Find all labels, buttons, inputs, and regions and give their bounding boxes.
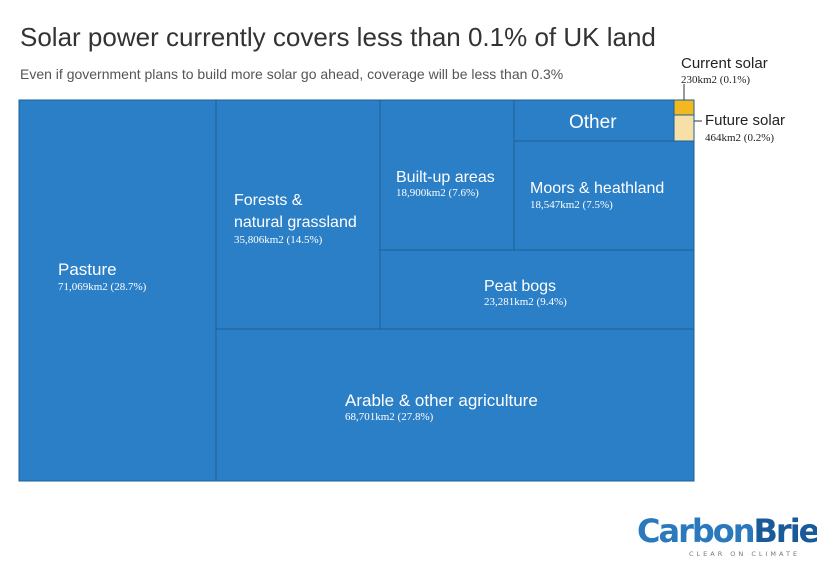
tile-label-forests-and-natural-grassland-line2: natural grassland (234, 214, 357, 231)
logo-part1: Carbon (637, 512, 756, 550)
future-solar-value: 464km2 (0.2%) (705, 132, 774, 144)
current-solar-label: Current solar (681, 55, 768, 72)
tile-label-moors-and-heathland: Moors & heathland (530, 180, 664, 197)
tile-label-forests-and-natural-grassland-line1: Forests & (234, 192, 303, 209)
carbon-brief-logo: CarbonBrief CLEAR ON CLIMATE (637, 515, 817, 558)
tile-label-built-up-areas: Built-up areas (396, 169, 495, 186)
tile-built-up-areas (379, 99, 515, 251)
tile-pasture (18, 99, 217, 482)
tile-label-other: Other (569, 112, 617, 133)
tile-arable-and-other-agriculture (215, 328, 695, 482)
tile-label-arable-and-other-agriculture: Arable & other agriculture (345, 391, 538, 410)
tile-moors-and-heathland (513, 140, 695, 251)
tile-future-solar (673, 114, 695, 142)
tile-current-solar (673, 99, 695, 116)
current-solar-value: 230km2 (0.1%) (681, 74, 750, 86)
tile-value-moors-and-heathland: 18,547km2 (7.5%) (530, 199, 613, 211)
tile-value-arable-and-other-agriculture: 68,701km2 (27.8%) (345, 411, 434, 423)
tile-label-pasture: Pasture (58, 260, 117, 279)
tile-value-peat-bogs: 23,281km2 (9.4%) (484, 296, 567, 308)
tile-forests-and-natural-grassland (215, 99, 381, 330)
tile-other (513, 99, 675, 142)
logo-part2: Brief (753, 512, 817, 550)
chart-subtitle: Even if government plans to build more s… (20, 66, 564, 82)
future-solar-label: Future solar (705, 112, 785, 129)
tile-value-forests-and-natural-grassland: 35,806km2 (14.5%) (234, 234, 323, 246)
tile-label-peat-bogs: Peat bogs (484, 278, 556, 295)
logo-tagline: CLEAR ON CLIMATE (689, 550, 801, 558)
tile-value-pasture: 71,069km2 (28.7%) (58, 281, 147, 293)
chart-title: Solar power currently covers less than 0… (20, 22, 656, 52)
tile-value-built-up-areas: 18,900km2 (7.6%) (396, 187, 479, 199)
tile-peat-bogs (379, 249, 695, 330)
